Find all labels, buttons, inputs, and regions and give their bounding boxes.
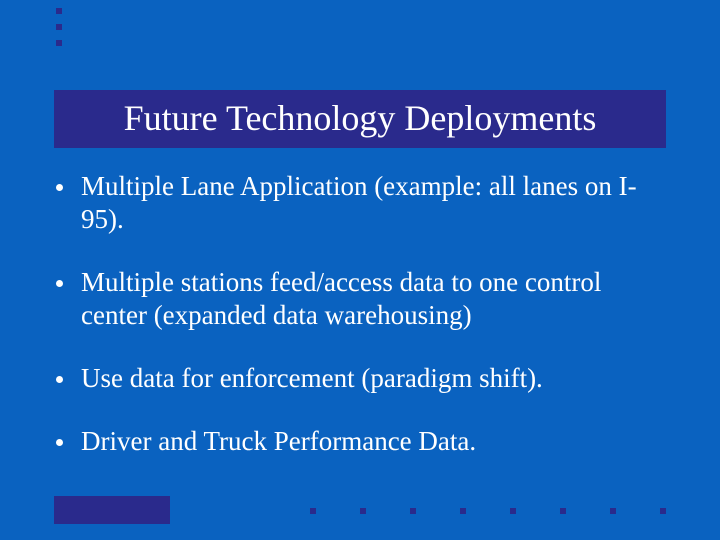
slide: Future Technology Deployments Multiple L… xyxy=(0,0,720,540)
deco-dot xyxy=(360,508,366,514)
bullet-icon xyxy=(56,439,63,446)
title-bar: Future Technology Deployments xyxy=(54,90,666,148)
bullet-text: Driver and Truck Performance Data. xyxy=(81,425,664,458)
deco-dot xyxy=(610,508,616,514)
deco-dot xyxy=(56,8,62,14)
deco-dot xyxy=(460,508,466,514)
bullet-icon xyxy=(56,184,63,191)
bullet-icon xyxy=(56,376,63,383)
deco-dot xyxy=(410,508,416,514)
deco-dot xyxy=(560,508,566,514)
bullet-text: Multiple stations feed/access data to on… xyxy=(81,266,664,332)
deco-dot xyxy=(660,508,666,514)
bullet-list: Multiple Lane Application (example: all … xyxy=(56,170,664,458)
bullet-text: Multiple Lane Application (example: all … xyxy=(81,170,664,236)
slide-title: Future Technology Deployments xyxy=(124,99,597,139)
bullet-icon xyxy=(56,280,63,287)
footer-decorative-dots xyxy=(310,508,666,514)
footer-accent-block xyxy=(54,496,170,524)
bullet-text: Use data for enforcement (paradigm shift… xyxy=(81,362,664,395)
deco-dot xyxy=(56,40,62,46)
list-item: Use data for enforcement (paradigm shift… xyxy=(56,362,664,395)
deco-dot xyxy=(510,508,516,514)
list-item: Multiple stations feed/access data to on… xyxy=(56,266,664,332)
deco-dot xyxy=(310,508,316,514)
deco-dot xyxy=(56,24,62,30)
list-item: Driver and Truck Performance Data. xyxy=(56,425,664,458)
top-decorative-dots xyxy=(56,8,62,46)
list-item: Multiple Lane Application (example: all … xyxy=(56,170,664,236)
